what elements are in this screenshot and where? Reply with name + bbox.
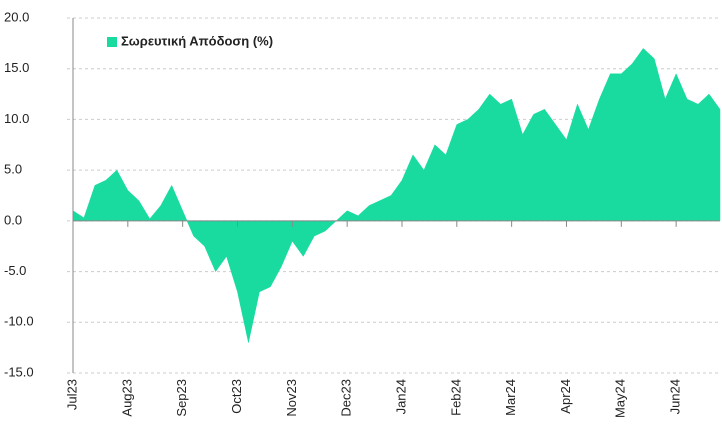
x-tick-label: Apr24 — [558, 379, 573, 414]
x-tick-label: Sep23 — [174, 379, 189, 417]
x-tick-label: Feb24 — [448, 379, 463, 416]
x-tick-label: Oct23 — [229, 379, 244, 414]
y-tick-label: 0.0 — [4, 212, 22, 227]
y-tick-label: -5.0 — [4, 263, 26, 278]
y-tick-label: 5.0 — [4, 162, 22, 177]
legend-label: Σωρευτική Απόδοση (%) — [121, 33, 273, 48]
x-tick-label: Aug23 — [119, 379, 134, 417]
y-tick-label: 10.0 — [4, 111, 29, 126]
x-tick-label: May24 — [613, 379, 628, 418]
y-tick-label: -15.0 — [4, 364, 34, 379]
x-tick-label: Jun24 — [668, 379, 683, 414]
x-tick-label: Jan24 — [393, 379, 408, 414]
x-tick-label: Mar24 — [503, 379, 518, 416]
y-tick-label: -10.0 — [4, 314, 34, 329]
y-tick-label: 20.0 — [4, 9, 29, 24]
x-tick-label: Nov23 — [284, 379, 299, 417]
x-tick-label: Jul23 — [64, 379, 79, 410]
y-tick-label: 15.0 — [4, 60, 29, 75]
area — [72, 48, 721, 343]
legend-swatch — [107, 37, 117, 47]
x-tick-label: Dec23 — [339, 379, 354, 417]
